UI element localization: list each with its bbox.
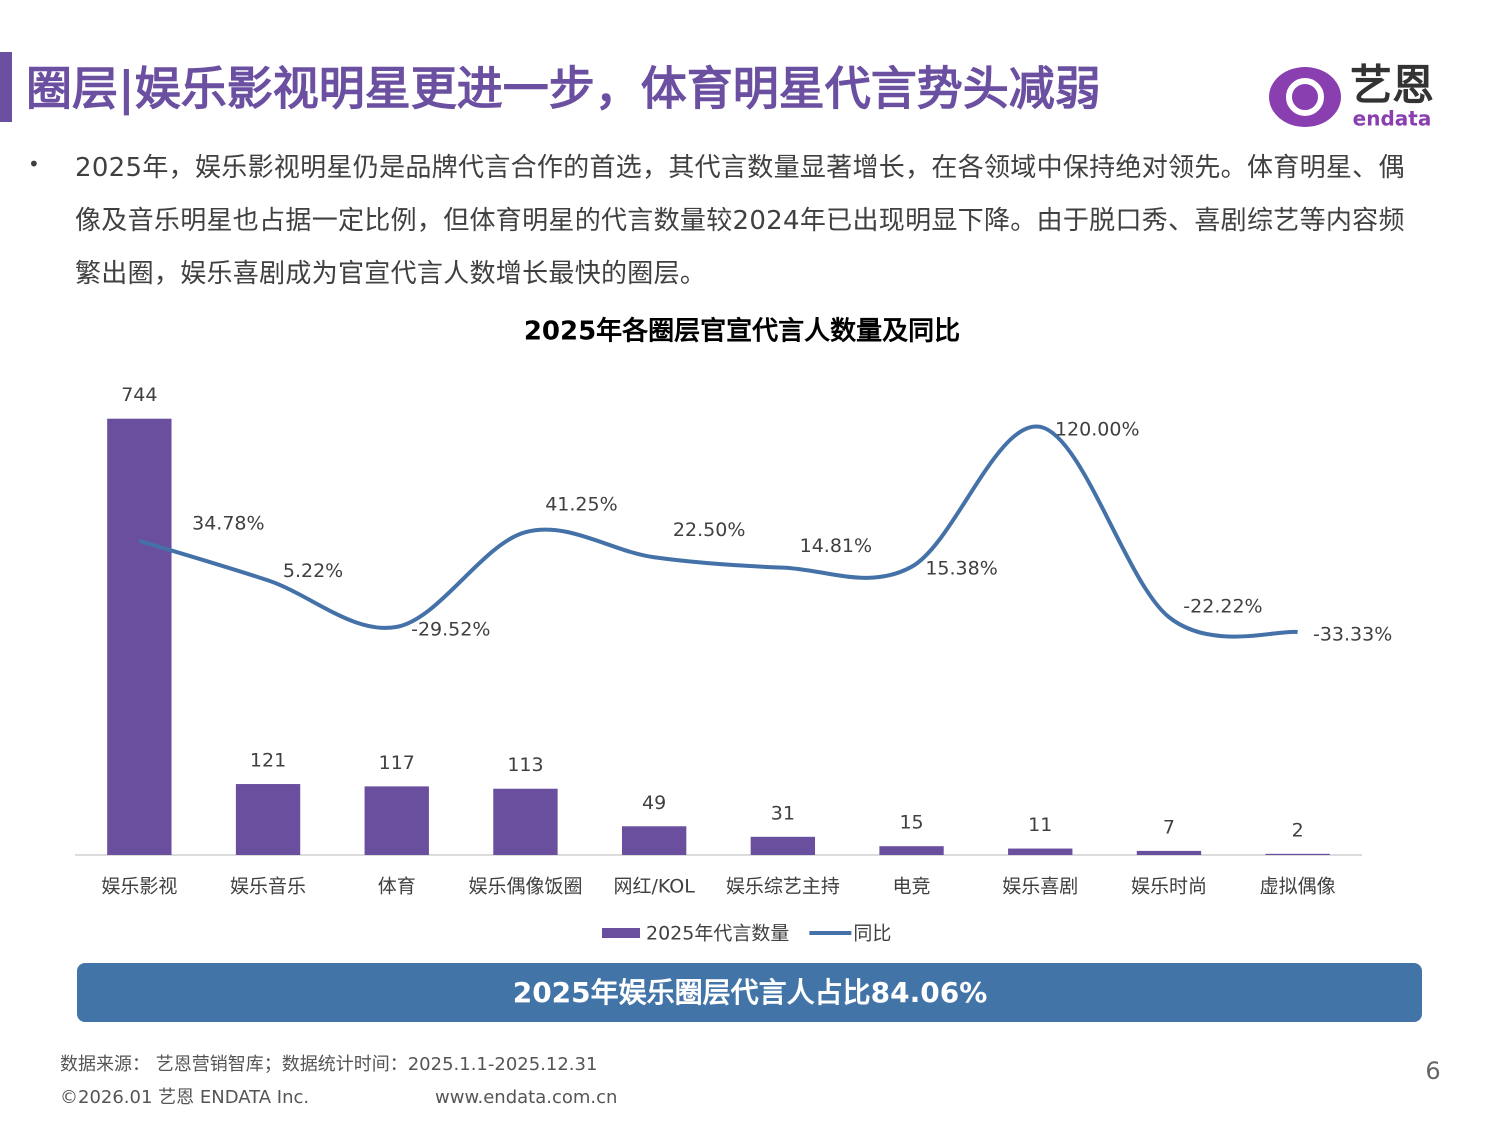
page-title: 圈层|娱乐影视明星更进一步，体育明星代言势头减弱 — [26, 62, 1101, 117]
line-value-label: -29.52% — [411, 618, 490, 640]
bullet-text: 2025年，娱乐影视明星仍是品牌代言合作的首选，其代言数量显著增长，在各领域中保… — [75, 153, 1405, 289]
page-number: 6 — [1425, 1057, 1440, 1085]
bar-value-label: 744 — [121, 384, 157, 406]
line-value-label: -33.33% — [1313, 623, 1392, 645]
line-value-label: -22.22% — [1183, 596, 1262, 618]
logo-mark — [1269, 67, 1341, 127]
logo-e — [1286, 78, 1324, 116]
bar — [493, 788, 558, 855]
copyright: ©2026.01 艺恩 ENDATA Inc. — [60, 1087, 309, 1108]
x-tick-label: 娱乐时尚 — [1131, 876, 1207, 898]
bar — [107, 418, 172, 855]
x-tick-label: 虚拟偶像 — [1260, 876, 1336, 898]
bar — [1265, 853, 1330, 855]
x-tick-label: 网红/KOL — [613, 876, 695, 898]
x-tick-label: 电竞 — [893, 876, 931, 898]
x-tick-label: 体育 — [378, 876, 416, 898]
x-tick-label: 娱乐综艺主持 — [726, 876, 840, 898]
legend-label: 同比 — [853, 923, 891, 945]
line-value-label: 15.38% — [925, 557, 997, 579]
banner — [77, 963, 1422, 1022]
line-value-label: 34.78% — [192, 512, 264, 534]
bar — [750, 836, 816, 855]
legend-label: 2025年代言数量 — [646, 923, 789, 945]
logo-en: endata — [1353, 107, 1432, 131]
website: www.endata.com.cn — [435, 1087, 617, 1108]
bar-value-label: 113 — [507, 754, 543, 776]
source: 数据来源： 艺恩营销智库；数据统计时间：2025.1.1-2025.12.31 — [60, 1054, 597, 1075]
bar-value-label: 15 — [899, 812, 923, 834]
bar-value-label: 117 — [379, 752, 415, 774]
logo-cn: 艺恩 — [1350, 61, 1434, 110]
bar-value-label: 2 — [1292, 819, 1304, 841]
legend-swatch — [602, 928, 640, 938]
bar-value-label: 11 — [1028, 814, 1052, 836]
x-tick-label: 娱乐音乐 — [230, 876, 306, 898]
line-value-label: 41.25% — [545, 494, 617, 516]
line-value-label: 22.50% — [673, 519, 745, 541]
title-accent — [0, 52, 12, 122]
bar — [364, 786, 429, 855]
bar — [1136, 850, 1202, 855]
x-tick-label: 娱乐偶像饭圈 — [468, 876, 582, 898]
bar-value-label: 49 — [642, 792, 666, 814]
bar-value-label: 31 — [771, 802, 795, 824]
line-value-label: 14.81% — [800, 535, 872, 557]
bar — [235, 784, 301, 855]
bar-value-label: 7 — [1163, 816, 1175, 838]
bar — [1008, 848, 1073, 855]
bar — [621, 826, 687, 855]
x-tick-label: 娱乐影视 — [101, 876, 177, 898]
banner-text: 2025年娱乐圈层代言人占比84.06% — [513, 976, 988, 1009]
chart-title: 2025年各圈层官宣代言人数量及同比 — [524, 316, 960, 347]
line-value-label: 5.22% — [283, 560, 343, 582]
line-value-label: 120.00% — [1055, 418, 1140, 440]
x-tick-label: 娱乐喜剧 — [1002, 876, 1078, 898]
bar-value-label: 121 — [250, 750, 286, 772]
bullet-dot: • — [28, 152, 40, 176]
line — [138, 424, 1298, 639]
bar — [879, 846, 944, 855]
